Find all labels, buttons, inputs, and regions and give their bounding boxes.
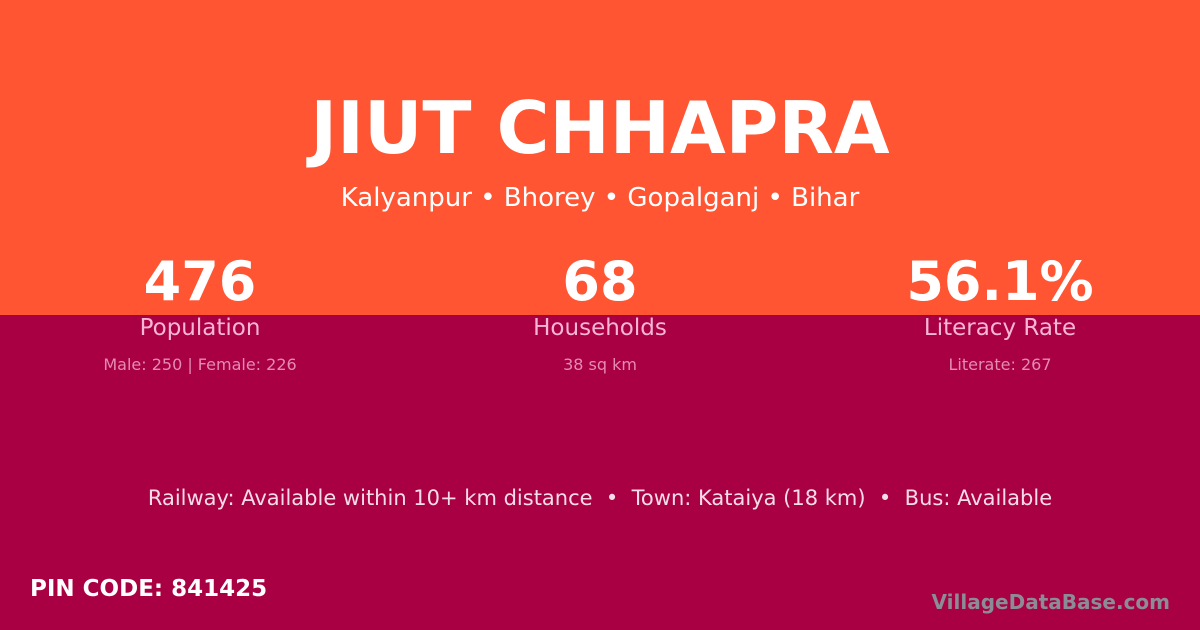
facilities-line: Railway: Available within 10+ km distanc… xyxy=(147,486,1053,510)
stat-label: Literacy Rate xyxy=(923,315,1077,341)
stat-label: Population xyxy=(139,315,261,341)
location-breadcrumb: Kalyanpur • Bhorey • Gopalganj • Bihar xyxy=(340,183,860,213)
brand-watermark: VillageDataBase.com xyxy=(931,590,1170,614)
stat-label: Households xyxy=(533,315,667,341)
stat-value: 56.1% xyxy=(906,250,1094,313)
village-title: JIUT CHHAPRA xyxy=(310,86,890,170)
stat-detail: 38 sq km xyxy=(563,355,637,374)
stat-detail: Male: 250 | Female: 226 xyxy=(103,355,297,374)
stat-value: 476 xyxy=(143,250,257,313)
pin-code: PIN CODE: 841425 xyxy=(30,576,268,602)
stat-value: 68 xyxy=(562,250,638,313)
header-band xyxy=(0,0,1200,315)
stat-detail: Literate: 267 xyxy=(948,355,1052,374)
